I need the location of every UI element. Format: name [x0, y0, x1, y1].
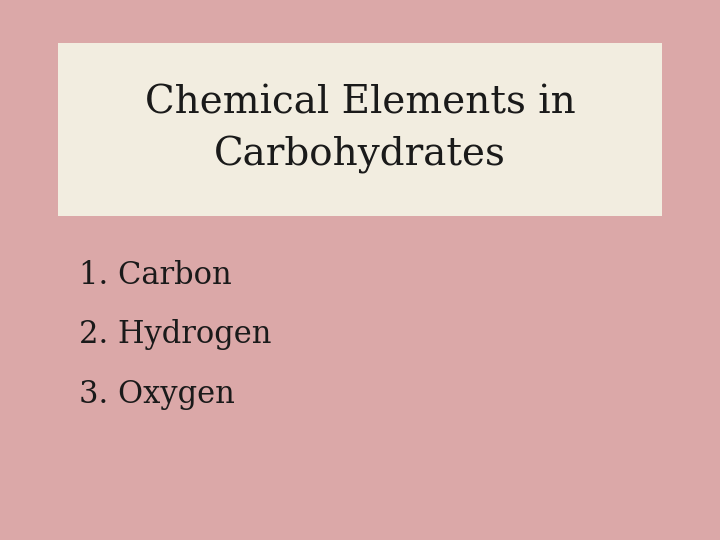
FancyBboxPatch shape [58, 43, 662, 216]
Text: Chemical Elements in
Carbohydrates: Chemical Elements in Carbohydrates [145, 85, 575, 174]
Text: 2. Hydrogen: 2. Hydrogen [79, 319, 271, 350]
Text: 3. Oxygen: 3. Oxygen [79, 379, 235, 410]
Text: 1. Carbon: 1. Carbon [79, 260, 232, 291]
